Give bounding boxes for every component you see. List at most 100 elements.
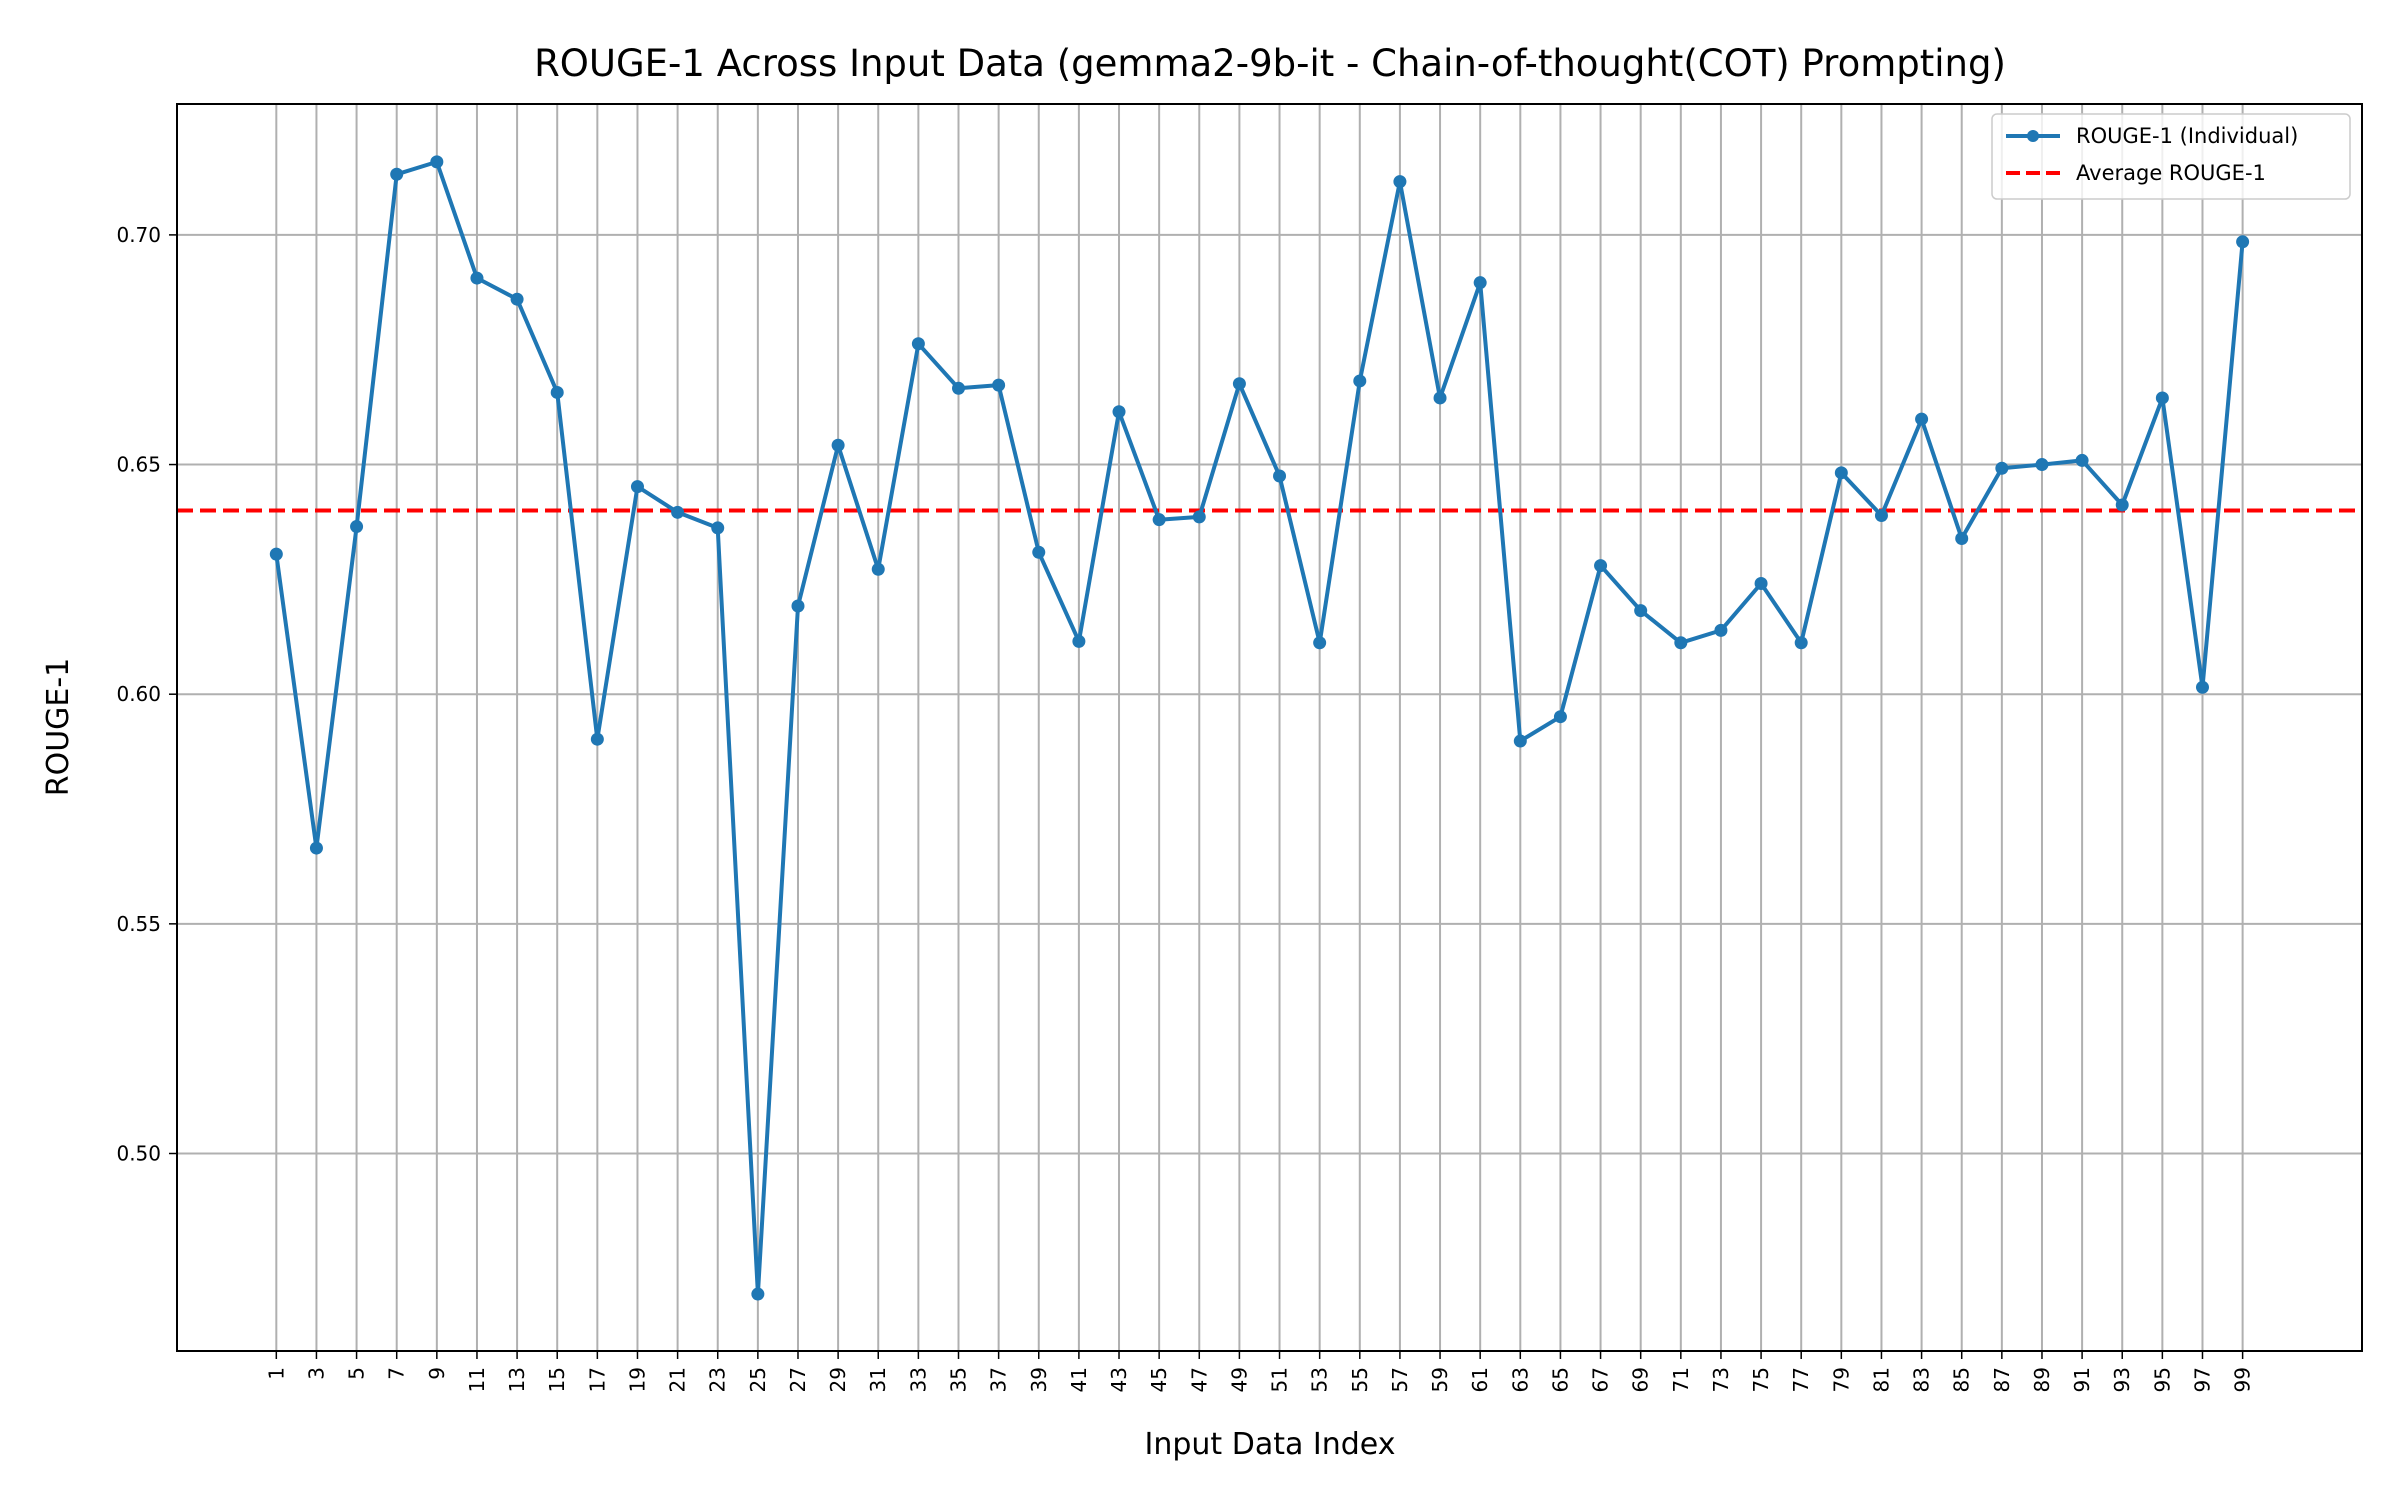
x-tick-label: 91 [2070,1367,2094,1392]
data-point [671,505,685,519]
x-tick-label: 29 [826,1367,850,1392]
data-point [590,732,604,746]
x-tick-label: 59 [1428,1367,1452,1392]
x-axis-label: Input Data Index [1145,1427,1396,1462]
data-point [1714,623,1728,637]
data-point [1192,510,1206,524]
x-tick-label: 5 [345,1367,369,1380]
data-point [791,599,805,613]
legend: ROUGE-1 (Individual) Average ROUGE-1 [1991,113,2351,200]
data-point [1834,466,1848,480]
x-tick-label: 37 [987,1367,1011,1392]
data-point [1433,391,1447,405]
data-point [952,381,966,395]
data-point [711,521,725,535]
y-tick-label: 0.70 [116,223,161,247]
y-tick-label: 0.50 [116,1142,161,1166]
x-tick-label: 97 [2190,1367,2214,1392]
data-point [2115,498,2129,512]
data-point [1473,276,1487,290]
x-tick-label: 83 [1910,1367,1934,1392]
data-point [2236,235,2250,249]
x-tick-label: 51 [1268,1367,1292,1392]
x-tick-label: 43 [1107,1367,1131,1392]
data-point [1915,412,1929,426]
data-point [390,167,404,181]
x-tick-label: 39 [1027,1367,1051,1392]
x-tick-label: 85 [1950,1367,1974,1392]
x-tick-label: 53 [1308,1367,1332,1392]
x-tick-label: 71 [1669,1367,1693,1392]
x-tick-label: 95 [2150,1367,2174,1392]
x-tick-label: 33 [906,1367,930,1392]
data-point [871,562,885,576]
y-axis-label: ROUGE-1 [41,658,76,797]
legend-label-average: Average ROUGE-1 [2076,161,2266,185]
series-line-individual [274,159,2245,1296]
data-point [1072,634,1086,648]
x-tick-label: 13 [505,1367,529,1392]
data-point [1313,636,1327,650]
data-point [1032,545,1046,559]
x-tick-label: 47 [1187,1367,1211,1392]
legend-label-individual: ROUGE-1 (Individual) [2076,124,2298,148]
data-point [1634,604,1648,618]
data-point [1273,469,1287,483]
data-point [2075,453,2089,467]
x-tick-label: 23 [706,1367,730,1392]
x-tick-label: 89 [2030,1367,2054,1392]
x-tick-label: 87 [1990,1367,2014,1392]
data-point [1112,405,1126,419]
x-tick-label: 55 [1348,1367,1372,1392]
data-point [1353,374,1367,388]
chart-title: ROUGE-1 Across Input Data (gemma2-9b-it … [534,42,2006,85]
x-tick-label: 35 [947,1367,971,1392]
x-tick-label: 21 [666,1367,690,1392]
data-point [911,337,925,351]
data-point [1794,636,1808,650]
x-tick-label: 77 [1789,1367,1813,1392]
data-point [2035,458,2049,472]
x-tick-label: 65 [1548,1367,1572,1392]
grid-lines [177,104,2362,1351]
x-tick-label: 31 [866,1367,890,1392]
x-tick-label: 1 [264,1367,288,1380]
data-point [269,547,283,561]
legend-box [1991,113,2351,200]
data-point [630,480,644,494]
x-tick-label: 15 [545,1367,569,1392]
data-point [2155,391,2169,405]
data-point [1393,175,1407,189]
x-tick-label: 9 [425,1367,449,1380]
data-point [1874,509,1888,523]
data-point [350,520,364,534]
data-point [1955,531,1969,545]
x-tick-label: 73 [1709,1367,1733,1392]
data-point [1995,461,2009,475]
data-point [550,385,564,399]
x-tick-label: 63 [1508,1367,1532,1392]
data-point [992,378,1006,392]
x-tick-label: 81 [1869,1367,1893,1392]
y-tick-label: 0.60 [116,682,161,706]
x-tick-label: 19 [625,1367,649,1392]
x-tick-label: 69 [1629,1367,1653,1392]
x-tick-label: 57 [1388,1367,1412,1392]
x-tick-label: 41 [1067,1367,1091,1392]
x-tick-label: 11 [465,1367,489,1392]
x-tick-label: 93 [2110,1367,2134,1392]
x-tick-label: 7 [385,1367,409,1380]
legend-marker-individual [2027,130,2039,142]
data-point [751,1287,765,1301]
data-point [309,841,323,855]
data-point [2195,680,2209,694]
x-tick-label: 45 [1147,1367,1171,1392]
data-point [470,271,484,285]
x-tick-label: 49 [1227,1367,1251,1392]
y-axis-ticks: 0.50 0.55 0.60 0.65 0.70 [116,223,177,1166]
data-point [1553,710,1567,724]
series-group [269,155,2250,1301]
data-point [1754,577,1768,591]
data-point [1232,377,1246,391]
